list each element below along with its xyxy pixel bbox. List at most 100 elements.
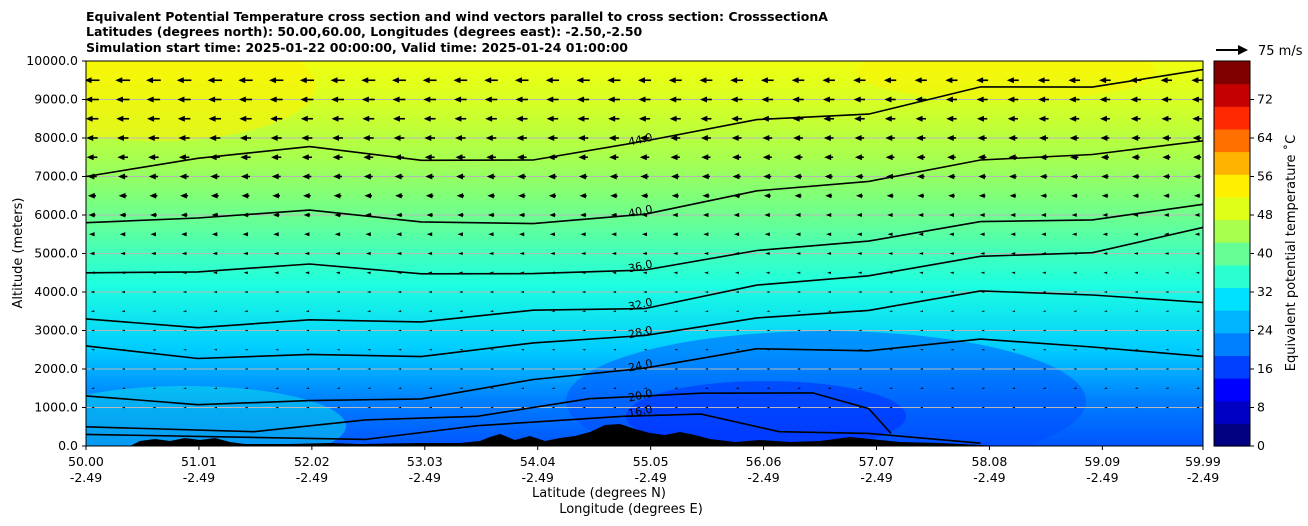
- wind-vector: [609, 173, 618, 180]
- wind-vector: [1042, 291, 1046, 293]
- wind-vector: [397, 310, 402, 313]
- wind-vector: [428, 406, 432, 409]
- wind-vector: [301, 154, 312, 161]
- wind-vector: [643, 329, 647, 332]
- wind-vector: [886, 173, 894, 180]
- wind-vector: [1011, 387, 1016, 389]
- wind-vector: [916, 154, 926, 161]
- x-axis: 50.00-2.4951.01-2.4952.02-2.4953.03-2.49…: [68, 446, 1221, 485]
- wind-vector: [611, 252, 617, 255]
- wind-vector: [336, 368, 340, 370]
- wind-vector: [945, 77, 958, 84]
- wind-vector: [515, 96, 528, 103]
- wind-vector: [827, 310, 831, 313]
- wind-vector: [238, 96, 253, 103]
- wind-vector: [392, 96, 406, 103]
- wind-vector: [827, 406, 831, 409]
- wind-vector: [858, 310, 862, 313]
- wind-vector: [1134, 329, 1138, 332]
- wind-vector: [183, 406, 187, 409]
- wind-vector: [303, 212, 311, 218]
- wind-vector: [269, 77, 284, 84]
- wind-vector: [458, 291, 463, 293]
- wind-vector: [209, 154, 220, 161]
- wind-vector: [182, 310, 187, 313]
- wind-vector: [146, 96, 161, 103]
- wind-vector: [794, 173, 802, 180]
- wind-vector: [207, 77, 223, 84]
- wind-vector: [1099, 77, 1111, 84]
- wind-vector: [950, 291, 954, 293]
- wind-vector: [612, 349, 617, 351]
- wind-vector: [395, 212, 403, 218]
- x-tick-label-latitude: 56.06: [746, 454, 782, 469]
- wind-vector: [120, 271, 126, 275]
- wind-vector: [1165, 368, 1169, 370]
- wind-vector: [485, 135, 497, 141]
- contour-label: 32.0: [627, 296, 654, 314]
- wind-vector: [792, 96, 804, 103]
- wind-vector: [793, 154, 803, 161]
- wind-vector: [612, 329, 617, 332]
- wind-vector: [333, 192, 342, 199]
- wind-vector: [487, 212, 495, 218]
- wind-vector: [459, 329, 463, 332]
- wind-vector: [428, 329, 432, 332]
- wind-vector: [761, 115, 773, 122]
- wind-vector: [795, 252, 801, 255]
- wind-vector: [669, 115, 681, 122]
- wind-vector: [827, 291, 831, 293]
- wind-vector: [335, 271, 340, 275]
- wind-vector: [702, 193, 710, 199]
- wind-vector: [1006, 77, 1019, 84]
- wind-vector: [182, 271, 187, 275]
- wind-vector: [1192, 135, 1202, 141]
- wind-vector: [764, 232, 770, 237]
- wind-vector: [704, 271, 709, 274]
- wind-vector: [519, 271, 525, 275]
- wind-vector: [397, 368, 402, 370]
- wind-vector: [765, 252, 770, 255]
- colorbar-tick-label: 0: [1257, 438, 1265, 453]
- wind-vector: [1103, 406, 1108, 409]
- wind-vector: [121, 406, 125, 409]
- wind-vector: [766, 387, 770, 389]
- wind-vector: [1099, 96, 1111, 103]
- wind-vector: [456, 193, 465, 199]
- colorbar-swatch: [1214, 332, 1250, 356]
- y-tick-label: 1000.0: [34, 400, 78, 415]
- y-tick-label: 7000.0: [34, 169, 78, 184]
- wind-vector: [670, 135, 681, 141]
- wind-vector: [336, 310, 340, 313]
- wind-vector: [1191, 96, 1203, 103]
- wind-vector: [854, 135, 865, 141]
- wind-vector: [950, 310, 954, 312]
- wind-vector: [766, 368, 770, 370]
- wind-vector: [735, 406, 739, 409]
- wind-vector: [827, 349, 831, 351]
- y-axis-label: Altitude (meters): [11, 198, 26, 309]
- wind-vector: [458, 271, 463, 275]
- wind-vector: [639, 135, 650, 141]
- wind-vector: [1101, 193, 1109, 199]
- wind-vector: [458, 251, 463, 256]
- x-tick-label-longitude: -2.49: [973, 470, 1005, 485]
- wind-vector: [1011, 271, 1016, 274]
- wind-vector: [1103, 349, 1108, 351]
- wind-vector: [1134, 310, 1138, 312]
- wind-vector: [579, 193, 587, 199]
- wind-vector: [152, 349, 156, 351]
- wind-vector: [582, 368, 586, 370]
- wind-vector: [514, 77, 529, 84]
- wind-vector: [949, 271, 954, 274]
- wind-vector: [945, 96, 957, 103]
- wind-vector: [1038, 96, 1049, 103]
- wind-vector: [1194, 232, 1200, 236]
- wind-vector: [581, 251, 586, 256]
- colorbar-swatch: [1214, 83, 1250, 107]
- wind-vector: [87, 173, 97, 180]
- x-tick-label-longitude: -2.49: [296, 470, 328, 485]
- wind-vector: [889, 310, 893, 313]
- colorbar-tick-label: 24: [1257, 323, 1273, 338]
- wind-vector: [274, 310, 279, 313]
